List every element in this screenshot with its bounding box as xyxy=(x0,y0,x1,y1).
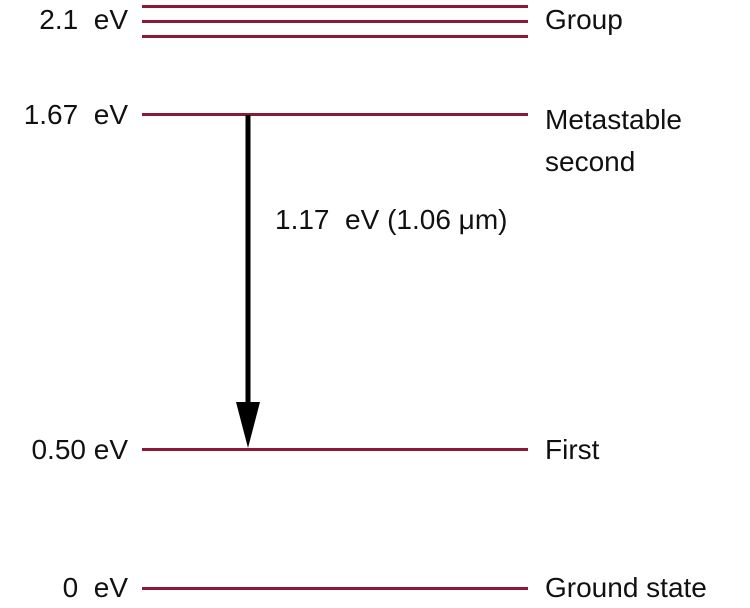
level-name-ground: Ground state xyxy=(545,572,707,603)
group-level-line-2 xyxy=(142,20,528,23)
first-level-line xyxy=(142,448,528,451)
energy-label-first: 0.50 eV xyxy=(31,434,128,465)
group-level-line-3 xyxy=(142,35,528,38)
level-name-metastable: Metastable second xyxy=(545,104,682,177)
energy-label-ground: 0 eV xyxy=(62,572,128,603)
energy-label-metastable: 1.67 eV xyxy=(23,99,128,130)
arrow-head-icon xyxy=(236,402,260,448)
transition-label: 1.17 eV (1.06 μm) xyxy=(275,204,508,235)
level-name-first: First xyxy=(545,434,600,465)
metastable-level-line xyxy=(142,113,528,116)
level-name-group: Group xyxy=(545,4,623,35)
group-level-line-1 xyxy=(142,5,528,8)
energy-label-group: 2.1 eV xyxy=(39,4,128,35)
ground-level-line xyxy=(142,587,528,590)
